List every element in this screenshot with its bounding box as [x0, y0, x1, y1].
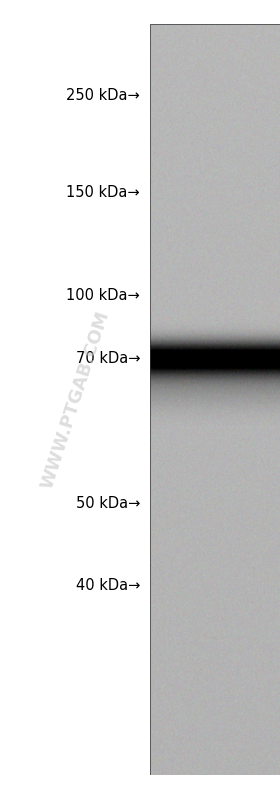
Text: 40 kDa→: 40 kDa→	[76, 578, 140, 594]
Text: 70 kDa→: 70 kDa→	[76, 351, 140, 366]
Text: 150 kDa→: 150 kDa→	[66, 185, 140, 201]
Text: 250 kDa→: 250 kDa→	[66, 88, 140, 103]
Text: 50 kDa→: 50 kDa→	[76, 495, 140, 511]
Text: 100 kDa→: 100 kDa→	[66, 288, 140, 304]
Text: WWW.PTGAB.COM: WWW.PTGAB.COM	[38, 308, 113, 491]
